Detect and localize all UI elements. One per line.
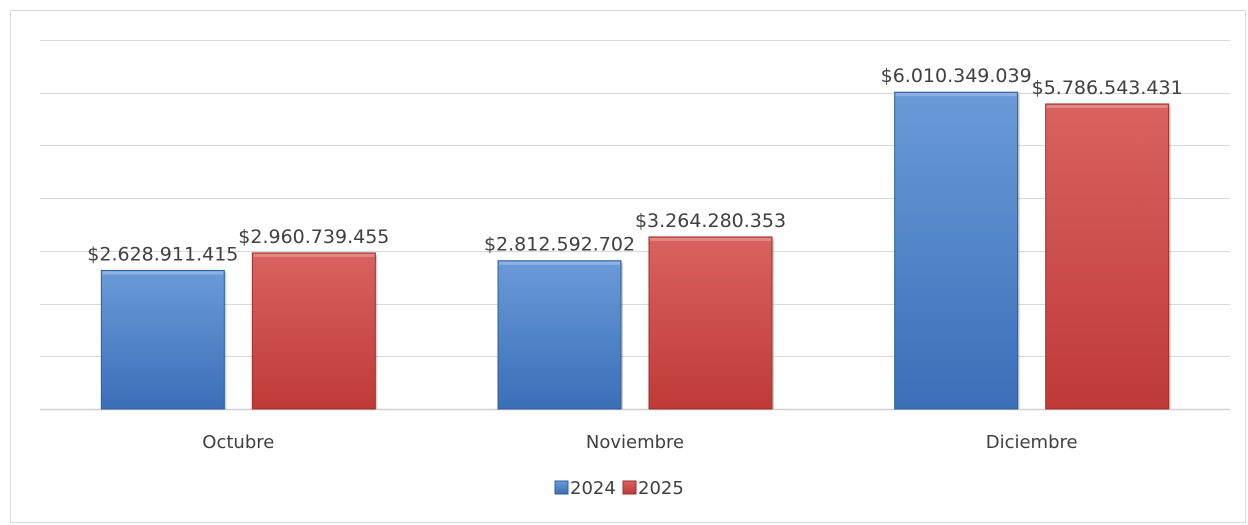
data-label: $2.960.739.455 bbox=[238, 226, 389, 248]
bar-bevel bbox=[650, 238, 771, 241]
bar-2024-octubre bbox=[101, 270, 224, 409]
data-label: $5.786.543.431 bbox=[1032, 77, 1183, 99]
bar-bevel bbox=[896, 93, 1017, 96]
category-label-diciembre: Diciembre bbox=[986, 432, 1078, 453]
data-label: $3.264.280.353 bbox=[635, 210, 786, 232]
legend-swatch-2024 bbox=[555, 481, 568, 494]
bar-2024-noviembre bbox=[498, 261, 621, 409]
bars bbox=[101, 92, 1170, 409]
data-label: $2.628.911.415 bbox=[87, 243, 238, 265]
bar-bevel bbox=[253, 254, 374, 257]
category-label-noviembre: Noviembre bbox=[586, 432, 684, 453]
bar-2025-octubre bbox=[252, 253, 375, 409]
legend-swatch-2025 bbox=[623, 481, 636, 494]
bar-bevel bbox=[499, 262, 620, 265]
bar-2025-diciembre bbox=[1046, 104, 1169, 409]
data-label: $2.812.592.702 bbox=[484, 234, 635, 256]
legend: 2024 2025 bbox=[555, 478, 684, 499]
legend-label-2024: 2024 bbox=[570, 478, 616, 499]
category-label-octubre: Octubre bbox=[202, 432, 274, 453]
bar-bevel bbox=[102, 271, 223, 274]
data-label: $6.010.349.039 bbox=[881, 65, 1032, 87]
bar-bevel bbox=[1047, 105, 1168, 108]
legend-label-2025: 2025 bbox=[638, 478, 684, 499]
bar-2025-noviembre bbox=[649, 237, 772, 409]
bar-2024-diciembre bbox=[895, 92, 1018, 409]
category-labels: Octubre Noviembre Diciembre bbox=[202, 432, 1077, 453]
